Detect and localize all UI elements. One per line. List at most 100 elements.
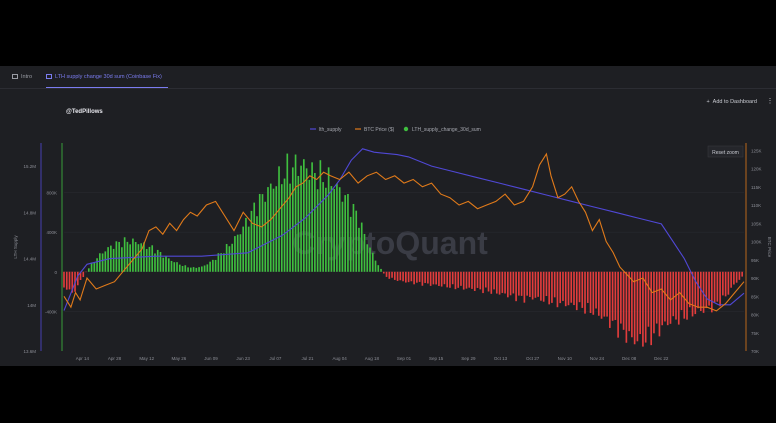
- supply-change-bar: [374, 260, 377, 272]
- supply-change-bar: [440, 271, 443, 287]
- supply-change-bar: [176, 262, 178, 272]
- supply-change-bar: [377, 265, 380, 272]
- supply-change-bar: [688, 271, 691, 308]
- supply-change-bar: [115, 241, 118, 272]
- supply-change-bar: [151, 245, 154, 272]
- right-tick-label: 125K: [751, 148, 762, 153]
- supply-change-bar: [132, 238, 134, 272]
- supply-change-bar: [380, 268, 382, 272]
- right-tick-label: 115K: [751, 185, 761, 190]
- supply-change-bar: [278, 166, 280, 272]
- x-tick-label: Sep 01: [397, 356, 412, 361]
- inner-tick-label: 800K: [46, 191, 57, 196]
- legend-label-1[interactable]: BTC Price ($): [364, 127, 395, 133]
- supply-change-bar: [305, 168, 308, 272]
- supply-change-bar: [545, 271, 548, 297]
- supply-change-bar: [465, 271, 468, 289]
- tab-lth-supply-change[interactable]: LTH supply change 30d sum (Coinbase Fix): [46, 66, 168, 88]
- supply-change-bar: [344, 195, 347, 272]
- chart-icon: [46, 74, 52, 79]
- supply-change-bar: [280, 184, 283, 272]
- add-to-dashboard-button[interactable]: + Add to Dashboard: [703, 97, 760, 107]
- supply-change-bar: [355, 210, 358, 272]
- supply-change-bar: [705, 271, 708, 309]
- supply-change-bar: [101, 253, 104, 272]
- supply-change-bar: [314, 173, 316, 272]
- tab-lth-supply-change-label: LTH supply change 30d sum (Coinbase Fix): [55, 73, 162, 80]
- supply-change-bar: [435, 271, 437, 285]
- reset-zoom-button[interactable]: Reset zoom: [707, 145, 744, 158]
- supply-change-bar: [661, 271, 664, 326]
- supply-change-bar: [537, 271, 539, 297]
- supply-change-bar: [214, 259, 217, 272]
- x-tick-label: Aug 18: [365, 356, 380, 361]
- supply-change-bar: [148, 246, 151, 272]
- supply-change-bar: [620, 271, 622, 324]
- supply-change-bar: [308, 179, 311, 272]
- supply-change-bar: [534, 271, 537, 298]
- right-axis-title: BTC Price: [767, 237, 772, 258]
- supply-change-bar: [724, 271, 727, 297]
- supply-change-bar: [212, 259, 214, 272]
- supply-change-bar: [112, 248, 115, 272]
- chart: @TedPillows lth_supply BTC Price ($) LTH_s…: [13, 109, 772, 361]
- supply-change-bar: [170, 260, 173, 272]
- x-tick-label: Jun 23: [236, 356, 250, 361]
- supply-change-bar: [192, 267, 195, 272]
- x-tick-label: Jul 21: [302, 356, 315, 361]
- supply-change-bar: [181, 265, 184, 272]
- btc-price-line: [63, 152, 745, 312]
- supply-change-bar: [325, 187, 327, 272]
- tab-intro[interactable]: Intro: [12, 66, 32, 87]
- supply-change-bar: [358, 227, 360, 272]
- supply-change-bar: [341, 201, 344, 272]
- supply-change-bar: [735, 271, 738, 283]
- x-tick-label: May 12: [139, 356, 154, 361]
- supply-change-bar: [644, 271, 647, 343]
- supply-change-bar: [730, 271, 732, 288]
- more-options-button[interactable]: ⋮: [766, 98, 774, 105]
- legend-label-2[interactable]: LTH_supply_change_30d_sum: [412, 127, 481, 133]
- supply-change-bar: [713, 271, 716, 303]
- supply-change-bar: [121, 247, 123, 272]
- supply-change-bar: [655, 271, 658, 324]
- right-tick-label: 70K: [751, 349, 759, 354]
- supply-change-bar: [526, 271, 528, 296]
- legend-label-0[interactable]: lth_supply: [319, 127, 342, 133]
- supply-change-bar: [286, 153, 289, 272]
- supply-change-bar: [647, 271, 650, 327]
- supply-change-bar: [382, 271, 385, 274]
- left-axis-title: LTH Supply: [13, 235, 18, 259]
- right-tick-label: 100K: [751, 240, 762, 245]
- supply-change-bar: [410, 271, 413, 282]
- supply-change-bar: [650, 271, 653, 346]
- supply-change-bar: [697, 271, 699, 309]
- supply-change-bar: [76, 271, 79, 286]
- supply-change-bar: [460, 271, 462, 286]
- supply-change-bar: [63, 271, 65, 288]
- supply-change-bar: [606, 271, 608, 317]
- supply-change-bar: [352, 203, 355, 272]
- x-tick-label: Apr 28: [108, 356, 122, 361]
- supply-change-bar: [540, 271, 542, 301]
- supply-change-bar: [225, 243, 228, 272]
- supply-change-bar: [699, 271, 702, 312]
- left-tick-label: 14M: [27, 303, 36, 308]
- supply-change-bar: [396, 271, 399, 281]
- supply-change-bar: [294, 154, 297, 272]
- supply-change-bar: [242, 226, 245, 272]
- supply-change-bar: [609, 271, 611, 328]
- supply-change-bar: [462, 271, 465, 290]
- supply-change-bar: [93, 262, 96, 272]
- supply-change-bar: [137, 244, 140, 272]
- x-tick-label: May 26: [171, 356, 186, 361]
- x-tick-label: Dec 22: [654, 356, 669, 361]
- supply-change-bar: [564, 271, 567, 307]
- supply-change-bar: [451, 271, 454, 285]
- supply-change-bar: [520, 271, 523, 296]
- supply-change-bar: [402, 271, 404, 282]
- right-tick-label: 85K: [751, 294, 759, 299]
- supply-change-bar: [446, 271, 449, 288]
- supply-change-bar: [256, 216, 258, 272]
- supply-change-bar: [449, 271, 451, 288]
